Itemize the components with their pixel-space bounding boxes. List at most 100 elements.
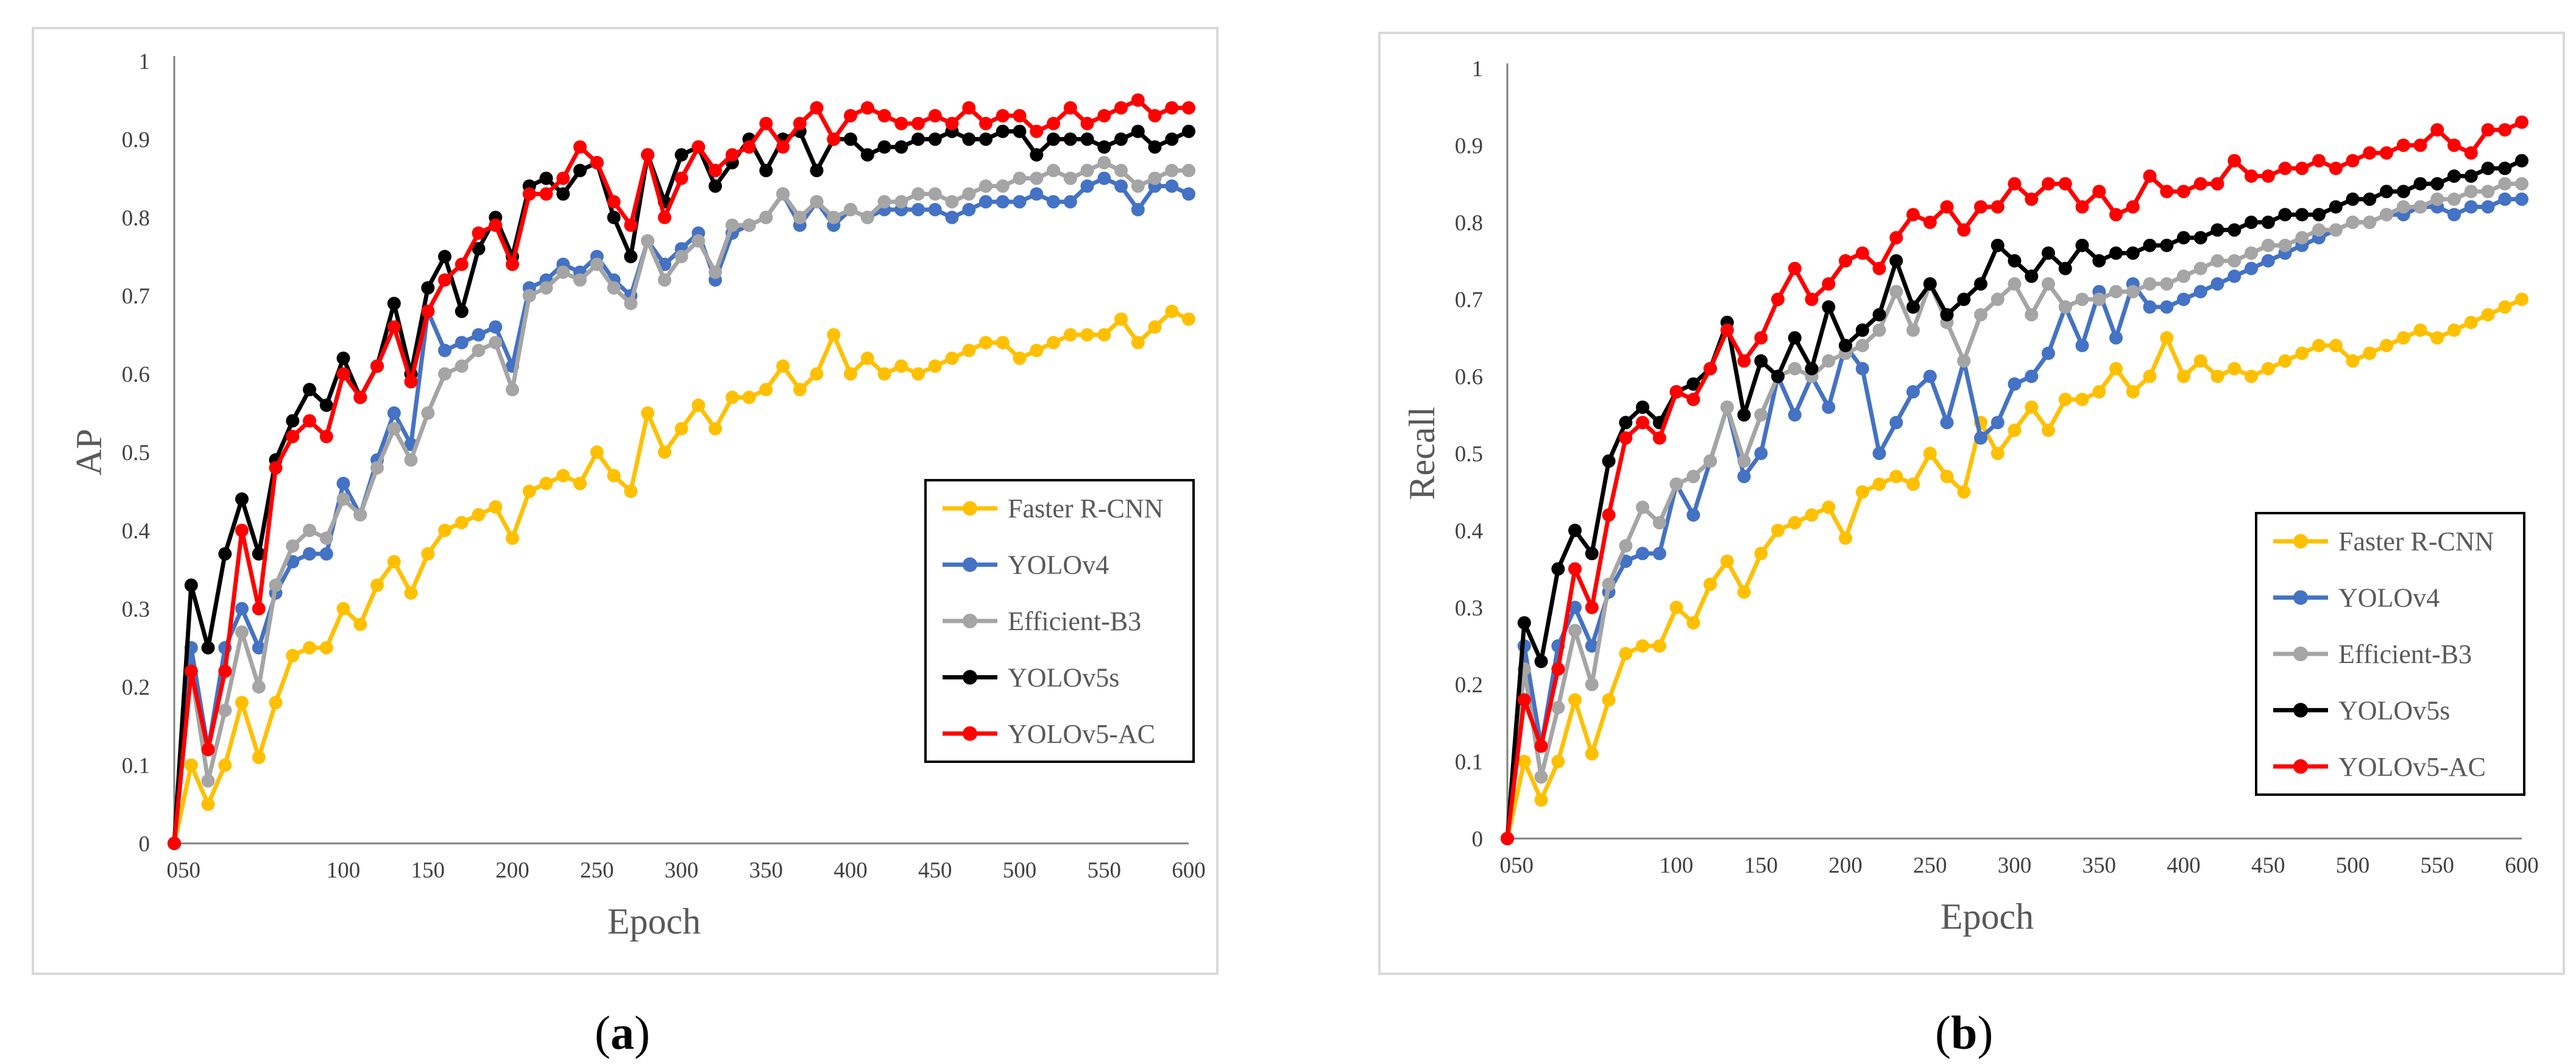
data-point [235, 625, 249, 639]
data-point [1720, 555, 1734, 568]
x-tick-label: 450 [918, 858, 952, 883]
data-point [1131, 203, 1145, 216]
data-point [2515, 177, 2528, 191]
data-point [624, 218, 638, 232]
data-point [2126, 246, 2140, 260]
data-point [1114, 312, 1128, 326]
data-point [455, 257, 469, 271]
data-point [1906, 385, 1920, 399]
x-tick-label: 200 [1828, 853, 1863, 878]
data-point [1131, 93, 1145, 107]
series-faster-r-cnn [168, 304, 1195, 850]
y-tick-label: 0.1 [122, 754, 150, 779]
data-point [1585, 678, 1599, 692]
data-point [2245, 215, 2258, 229]
data-point [674, 422, 688, 436]
data-point [2329, 200, 2343, 214]
data-point [319, 641, 333, 654]
data-point [455, 359, 469, 373]
data-point [1165, 163, 1179, 177]
data-point [2075, 238, 2089, 252]
data-point [2430, 177, 2444, 191]
data-point [996, 124, 1010, 138]
y-tick-label: 0.5 [122, 441, 150, 466]
data-point [2193, 354, 2207, 368]
data-point [1030, 124, 1044, 138]
data-point [1013, 171, 1027, 185]
data-point [319, 547, 333, 561]
panel-label-a: (a) [595, 1006, 650, 1059]
data-point [945, 351, 959, 365]
data-point [556, 171, 570, 185]
data-point [1957, 354, 1971, 368]
data-point [455, 304, 469, 318]
data-point [692, 399, 706, 412]
data-point [539, 171, 553, 185]
data-point [573, 273, 587, 287]
data-point [1063, 328, 1077, 342]
data-point [2210, 177, 2224, 191]
data-point [1669, 600, 1683, 614]
data-point [2042, 177, 2055, 191]
y-tick-label: 0.7 [1455, 288, 1483, 313]
data-point [692, 234, 706, 248]
data-point [1990, 200, 2005, 214]
data-point [860, 148, 874, 162]
data-point [2227, 269, 2242, 283]
data-point [2295, 208, 2309, 222]
data-point [2312, 154, 2326, 168]
data-point [844, 203, 857, 216]
data-point [2227, 254, 2242, 268]
data-point [472, 508, 486, 522]
data-point [303, 383, 316, 397]
data-point [2464, 169, 2478, 183]
data-point [2464, 200, 2478, 214]
data-point [2042, 424, 2055, 438]
series-yolov5-ac [1501, 115, 2528, 845]
data-point [522, 187, 536, 201]
data-point [2177, 369, 2190, 383]
data-point [387, 297, 401, 310]
data-point [573, 477, 587, 491]
data-point [1030, 148, 1044, 162]
data-point [2092, 385, 2106, 399]
data-point [1652, 431, 1666, 445]
data-point [201, 641, 215, 654]
data-point [962, 344, 976, 358]
data-point [319, 430, 333, 444]
x-tick-label: 500 [2336, 853, 2370, 878]
data-point [894, 116, 908, 130]
data-point [336, 367, 350, 381]
data-point [1940, 200, 1954, 214]
data-point [2058, 261, 2072, 275]
data-point [709, 265, 722, 279]
data-point [1585, 639, 1599, 653]
legend-label: YOLOv5-AC [1008, 719, 1155, 749]
y-tick-label: 0.3 [122, 597, 150, 622]
data-point [1551, 701, 1565, 715]
data-point [810, 101, 824, 115]
data-point [438, 523, 451, 537]
data-point [1148, 171, 1162, 185]
data-point [709, 179, 722, 193]
data-point [1165, 304, 1179, 318]
data-point [962, 132, 976, 146]
data-point [1165, 101, 1179, 115]
data-point [945, 210, 959, 224]
data-point [2245, 261, 2258, 275]
x-tick-label: 350 [2082, 853, 2117, 878]
data-point [235, 601, 249, 615]
data-point [1686, 616, 1700, 630]
data-point [979, 336, 993, 350]
data-point [692, 140, 706, 154]
data-point [1788, 408, 1802, 422]
data-point [709, 422, 722, 436]
data-point [674, 250, 688, 263]
data-point [1636, 547, 1649, 561]
data-point [370, 578, 384, 592]
data-point [2008, 377, 2022, 391]
data-point [1080, 328, 1094, 342]
data-point [2430, 331, 2444, 345]
data-point [2515, 154, 2528, 168]
data-point [2160, 331, 2174, 345]
